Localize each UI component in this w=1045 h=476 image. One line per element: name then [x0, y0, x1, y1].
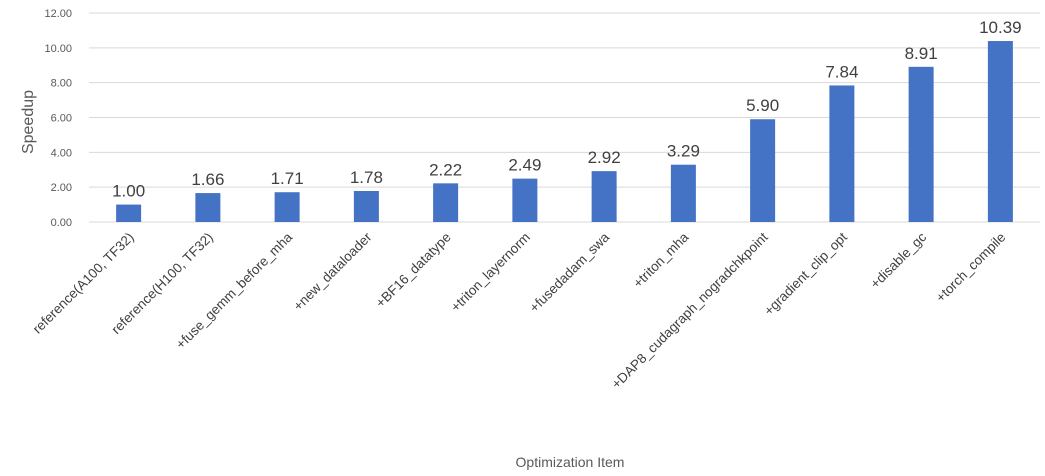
y-tick-label: 10.00 [44, 43, 72, 55]
data-label: 1.71 [271, 169, 304, 188]
x-tick-label: +disable_gc [867, 229, 929, 291]
bar [829, 85, 854, 222]
bar [354, 191, 379, 222]
data-label: 1.78 [350, 168, 383, 187]
y-tick-label: 2.00 [51, 182, 72, 194]
data-label: 3.29 [667, 142, 700, 161]
y-tick-label: 8.00 [51, 78, 72, 90]
y-axis-title: Speedup [20, 90, 37, 154]
data-label: 10.39 [979, 18, 1022, 37]
y-axis-ticks: 0.00 2.00 4.00 6.00 8.00 10.00 12.00 [44, 8, 72, 229]
x-tick-label: +triton_mha [630, 229, 692, 291]
bar [750, 119, 775, 222]
grid-lines [89, 13, 1040, 222]
bar [909, 67, 934, 222]
bar [671, 165, 696, 222]
x-tick-label: +triton_layernorm [448, 230, 533, 315]
bar [433, 183, 458, 222]
x-tick-label: +gradient_clip_opt [761, 229, 850, 318]
data-label: 2.22 [429, 160, 462, 179]
data-label: 5.90 [746, 96, 779, 115]
x-axis-categories: reference(A100, TF32)reference(H100, TF3… [30, 229, 1009, 391]
data-labels: 1.00 1.66 1.71 1.78 2.22 2.49 2.92 3.29 5.90 7.84… [112, 18, 1022, 201]
bar [195, 193, 220, 222]
x-tick-label: +new_dataloader [290, 229, 374, 313]
bar [988, 41, 1013, 222]
bars [116, 41, 1013, 222]
y-tick-label: 0.00 [51, 217, 72, 229]
data-label: 8.91 [905, 44, 938, 63]
x-tick-label: +fusedadam_swa [527, 229, 613, 315]
x-tick-label: +DAP8_cudagraph_nogradchkpoint [609, 229, 771, 391]
x-axis-title: Optimization Item [516, 454, 625, 470]
data-label: 1.66 [191, 170, 224, 189]
bar [116, 205, 141, 222]
bar [512, 179, 537, 222]
data-label: 7.84 [825, 62, 858, 81]
bar [592, 171, 617, 222]
x-tick-label: +BF16_datatype [373, 230, 454, 311]
y-tick-label: 6.00 [51, 113, 72, 125]
x-tick-label: +torch_compile [933, 230, 1009, 306]
y-tick-label: 4.00 [51, 147, 72, 159]
data-label: 2.92 [588, 148, 621, 167]
data-label: 1.00 [112, 182, 145, 201]
bar [275, 192, 300, 222]
y-tick-label: 12.00 [44, 8, 72, 20]
data-label: 2.49 [508, 156, 541, 175]
